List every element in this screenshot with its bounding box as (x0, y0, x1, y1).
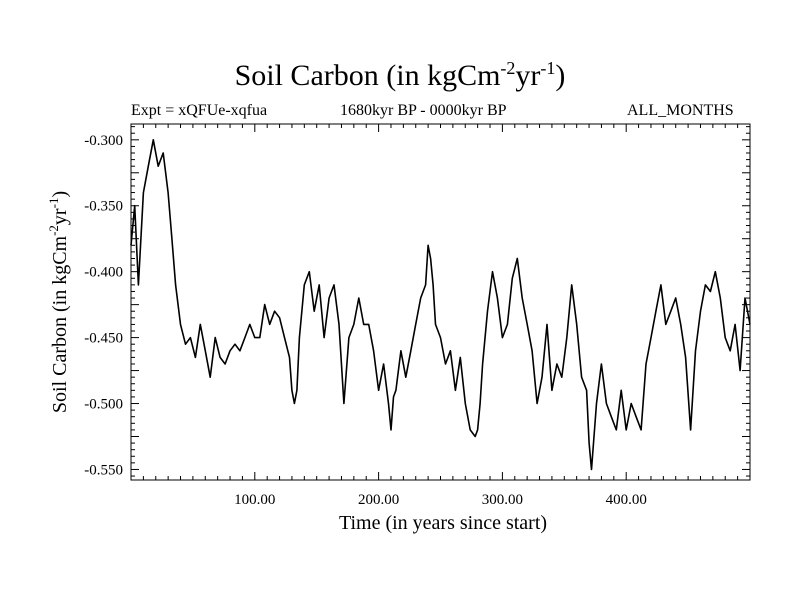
experiment-label: Expt = xQFUe-xqfua (131, 102, 268, 119)
y-axis-label: Soil Carbon (in kgCm-2yr-1) (46, 191, 71, 413)
x-tick-label: 300.00 (482, 492, 523, 508)
series-line-soil-carbon (130, 139, 751, 471)
x-tick-label: 100.00 (234, 492, 275, 508)
y-tick-label: -0.450 (84, 331, 123, 347)
axis-ticks (131, 124, 750, 480)
time-range-label: 1680kyr BP - 0000kyr BP (340, 102, 507, 119)
y-tick-label: -0.500 (84, 397, 123, 413)
x-tick-label: 400.00 (606, 492, 647, 508)
months-label: ALL_MONTHS (627, 102, 734, 119)
y-tick-label: -0.400 (84, 265, 123, 281)
y-tick-label: -0.350 (84, 199, 123, 215)
y-tick-label: -0.300 (84, 133, 123, 149)
chart-title: Soil Carbon (in kgCm-2yr-1) (234, 58, 566, 92)
x-axis-label: Time (in years since start) (339, 512, 547, 534)
axis-tick-labels: 100.00 200.00 300.00 400.00 -0.300 -0.350 -0.4… (84, 133, 647, 508)
x-tick-label: 200.00 (358, 492, 399, 508)
y-tick-label: -0.550 (84, 462, 123, 478)
series-group (130, 139, 751, 471)
